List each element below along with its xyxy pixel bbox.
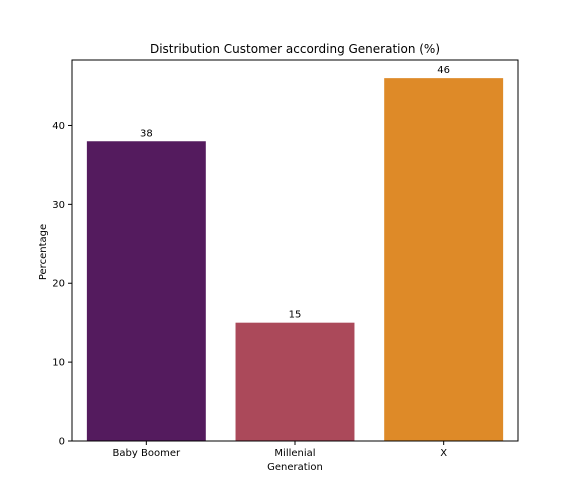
data-label-millenial: 15 [289,310,302,321]
bar-baby-boomer [86,141,206,441]
y-tick-label-0: 0 [59,437,65,448]
x-tick-label-baby-boomer: Baby Boomer [113,448,181,459]
y-tick-label-30: 30 [52,200,65,211]
bar-x [384,78,504,441]
bar-millenial [235,322,355,441]
x-axis-ticks: Baby Boomer Millenial X [113,441,447,459]
data-label-baby-boomer: 38 [140,128,153,139]
y-tick-label-10: 10 [52,358,65,369]
x-tick-label-x: X [440,448,447,459]
bars-group [86,78,504,441]
y-axis-label: Percentage [38,224,49,280]
x-tick-label-millenial: Millenial [274,448,315,459]
y-tick-label-20: 20 [52,279,65,290]
data-label-x: 46 [437,65,450,76]
chart-title: Distribution Customer according Generati… [150,42,440,56]
y-axis-ticks: 0 10 20 30 40 [52,121,72,448]
y-tick-label-40: 40 [52,121,65,132]
x-axis-label: Generation [267,462,323,473]
data-labels-group: 38 15 46 [140,65,450,321]
